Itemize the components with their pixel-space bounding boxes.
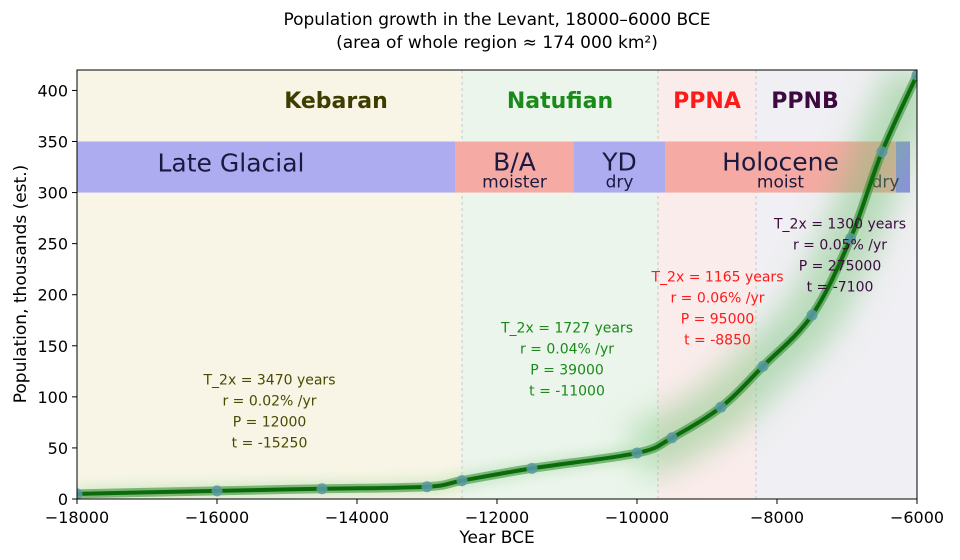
climate-band-0 (77, 141, 455, 193)
y-tick-label: 50 (48, 439, 68, 458)
annotation-1-line-0: T_2x = 1727 years (500, 321, 633, 337)
y-tick-label: 100 (37, 388, 68, 407)
period-labels: Kebaran Natufian PPNA PPNB (284, 89, 838, 114)
data-point (77, 488, 83, 499)
y-tick-label: 150 (37, 337, 68, 356)
climate-sublabel: moist (757, 173, 805, 193)
climate-band-2 (574, 141, 665, 193)
y-tick-label: 300 (37, 184, 68, 203)
x-tick-label: −10000 (605, 508, 669, 527)
y-tick-label: 0 (58, 490, 68, 509)
annotation-0-line-0: T_2x = 3470 years (203, 373, 336, 389)
data-point (666, 432, 678, 444)
data-point (631, 447, 643, 459)
annotation-0-line-2: P = 12000 (233, 415, 307, 431)
climate-sublabel: dry (606, 173, 634, 193)
x-tick-label: −14000 (325, 508, 389, 527)
data-point (845, 233, 856, 245)
climate-band-1 (455, 141, 574, 193)
x-tick-label: −16000 (185, 508, 249, 527)
y-tick-label: 200 (37, 286, 68, 305)
climate-label: Late Glacial (158, 149, 305, 178)
annotation-3-line-2: P = 275000 (799, 258, 882, 274)
x-tick-label: −8000 (750, 508, 804, 527)
period-label-ppnb: PPNB (771, 89, 838, 114)
annotation-2-line-1: r = 0.06% /yr (670, 290, 764, 306)
annotation-2-line-3: t = -8850 (684, 332, 751, 348)
x-tick-label: −12000 (465, 508, 529, 527)
climate-label: B/A (493, 148, 536, 177)
y-axis-label: Population, thousands (est.) (11, 165, 31, 404)
growth-annotations: T_2x = 3470 years r = 0.02% /yr P = 12000 t… (203, 216, 906, 451)
data-point (316, 483, 328, 495)
period-label-natufian: Natufian (507, 89, 613, 114)
data-point (456, 475, 468, 487)
period-label-ppna: PPNA (673, 89, 741, 114)
y-axis: 0 50 100 150 200 250 300 350 400 (37, 81, 77, 509)
annotation-1-line-1: r = 0.04% /yr (520, 342, 614, 358)
x-axis-label: Year BCE (458, 528, 534, 548)
annotation-3-line-3: t = -7100 (807, 279, 874, 295)
annotation-2-line-2: P = 95000 (681, 311, 755, 327)
climate-sublabel: moister (482, 173, 547, 193)
annotation-0-line-3: t = -15250 (232, 436, 308, 452)
y-tick-label: 400 (37, 81, 68, 100)
y-tick-label: 250 (37, 235, 68, 254)
annotation-3-line-1: r = 0.05% /yr (793, 237, 887, 253)
annotation-2-line-0: T_2x = 1165 years (651, 269, 784, 285)
data-point (911, 70, 917, 81)
data-point (526, 462, 538, 474)
annotation-1-line-2: P = 39000 (530, 363, 604, 379)
data-point (421, 481, 433, 493)
x-tick-label: −6000 (890, 508, 944, 527)
data-point (806, 309, 818, 321)
annotation-1-line-3: t = -11000 (529, 384, 605, 400)
period-backgrounds (77, 70, 917, 499)
data-point (211, 485, 223, 497)
chart-subtitle: (area of whole region ≈ 174 000 km²) (336, 33, 658, 53)
data-point (876, 146, 888, 158)
annotation-3-line-0: T_2x = 1300 years (773, 216, 906, 232)
x-tick-label: −18000 (45, 508, 109, 527)
x-axis: −18000 −16000 −14000 −12000 −10000 −8000 −6000 (45, 499, 944, 527)
data-points (77, 70, 917, 499)
period-bg-natufian (462, 70, 658, 499)
annotation-0-line-1: r = 0.02% /yr (222, 394, 316, 410)
chart-title: Population growth in the Levant, 18000–6… (283, 10, 710, 30)
climate-label: Holocene (722, 148, 839, 177)
period-label-kebaran: Kebaran (284, 89, 388, 114)
data-point (757, 360, 769, 372)
data-point (715, 401, 727, 413)
climate-label: YD (601, 148, 637, 177)
y-tick-label: 350 (37, 133, 68, 152)
